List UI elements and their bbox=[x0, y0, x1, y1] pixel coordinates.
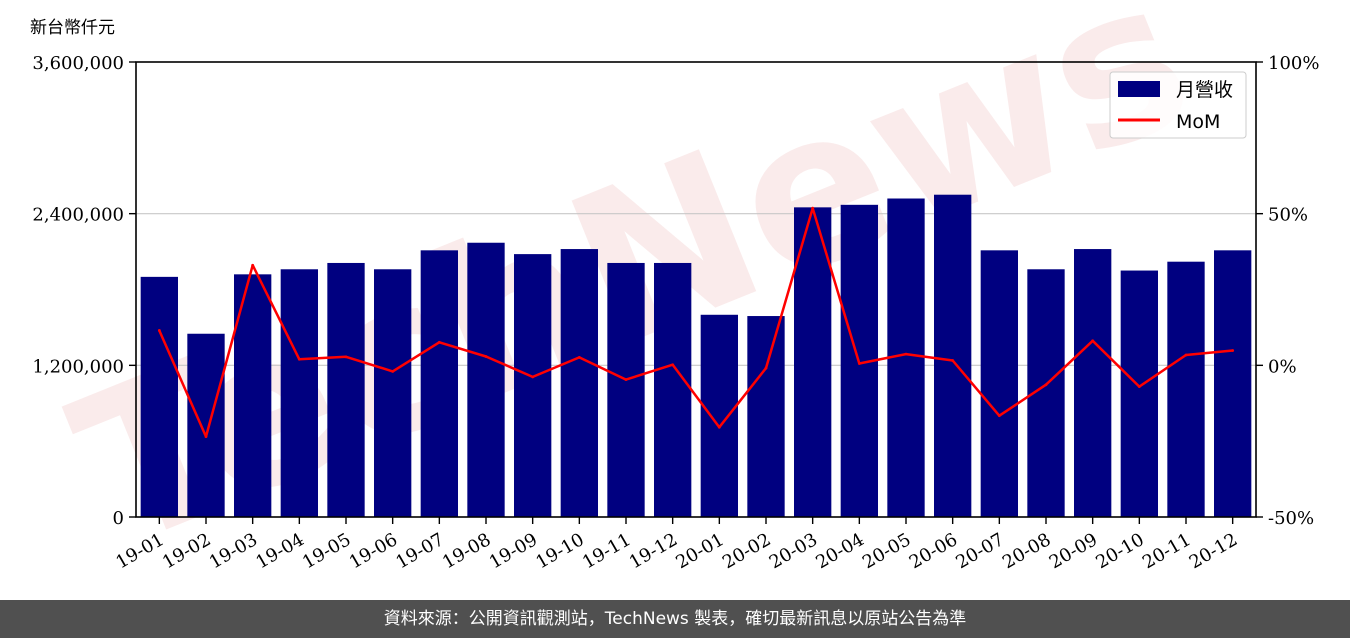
legend-label-mom: MoM bbox=[1176, 111, 1220, 133]
mom-point bbox=[904, 352, 908, 356]
x-tick-label: 20-10 bbox=[1092, 529, 1147, 573]
x-tick-label: 20-09 bbox=[1046, 529, 1101, 573]
bar bbox=[374, 269, 412, 517]
mom-point bbox=[1044, 383, 1048, 387]
bar bbox=[1120, 270, 1158, 517]
right-tick-label: 0% bbox=[1268, 356, 1297, 377]
bar bbox=[607, 262, 645, 517]
mom-line-series bbox=[157, 206, 1235, 439]
left-tick-label: 1,200,000 bbox=[32, 356, 124, 377]
mom-point bbox=[344, 355, 348, 359]
mom-point bbox=[157, 329, 161, 332]
left-axis-ticks: 0 1,200,000 2,400,000 3,600,000 bbox=[32, 53, 136, 529]
mom-point bbox=[251, 263, 255, 267]
bar bbox=[140, 276, 178, 517]
left-tick-label: 3,600,000 bbox=[32, 53, 124, 74]
bar bbox=[327, 262, 365, 517]
mom-point bbox=[577, 356, 581, 359]
legend-label-revenue: 月營收 bbox=[1176, 79, 1233, 101]
bar bbox=[1167, 261, 1205, 517]
mom-point bbox=[811, 206, 815, 210]
legend: 月營收 MoM bbox=[1109, 71, 1247, 139]
footer-source: 資料來源：公開資訊觀測站，TechNews 製表，確切最新訊息以原站公告為準 bbox=[0, 600, 1350, 638]
mom-point bbox=[1137, 385, 1141, 388]
x-tick-label: 19-08 bbox=[439, 529, 494, 573]
x-tick-label: 20-06 bbox=[906, 529, 961, 573]
x-tick-label: 19-07 bbox=[392, 529, 447, 573]
mom-point bbox=[997, 414, 1001, 418]
axes bbox=[135, 61, 1257, 518]
left-tick-label: 2,400,000 bbox=[32, 205, 124, 226]
plot-frame bbox=[135, 61, 1257, 518]
bar bbox=[1074, 249, 1112, 518]
bar bbox=[654, 262, 692, 517]
right-axis-ticks: -50% 0% 50% 100% bbox=[1256, 53, 1319, 529]
x-tick-label: 19-05 bbox=[299, 529, 354, 573]
x-tick-label: 19-10 bbox=[532, 529, 587, 573]
right-tick-label: 50% bbox=[1268, 205, 1308, 226]
x-tick-label: 20-07 bbox=[952, 529, 1007, 573]
y-axis-unit-label: 新台幣仟元 bbox=[30, 18, 115, 38]
bar bbox=[700, 314, 738, 517]
bar bbox=[280, 269, 318, 517]
x-tick-label: 20-11 bbox=[1139, 529, 1194, 573]
mom-point bbox=[764, 366, 768, 370]
mom-point bbox=[857, 362, 861, 365]
mom-point bbox=[391, 370, 395, 373]
x-tick-label: 20-04 bbox=[812, 529, 867, 573]
chart: 新台幣仟元 TechNews 01,200,0002,400,0003,600,… bbox=[30, 0, 1319, 595]
mom-point bbox=[297, 357, 301, 361]
x-tick-label: 20-05 bbox=[859, 529, 914, 573]
bar bbox=[560, 249, 598, 518]
bar bbox=[514, 254, 552, 517]
bar bbox=[1214, 250, 1252, 517]
left-tick-label: 0 bbox=[113, 508, 124, 529]
mom-line bbox=[158, 206, 1233, 438]
x-tick-label: 20-02 bbox=[719, 529, 774, 573]
right-tick-label: 100% bbox=[1268, 53, 1319, 74]
mom-point bbox=[671, 363, 675, 367]
mom-point bbox=[1231, 349, 1235, 352]
bar bbox=[794, 207, 832, 517]
mom-point bbox=[717, 425, 721, 429]
gridlines bbox=[136, 213, 1256, 366]
right-tick-label: -50% bbox=[1268, 508, 1314, 529]
mom-point bbox=[437, 340, 441, 344]
x-tick-label: 19-06 bbox=[346, 529, 401, 573]
x-tick-label: 20-03 bbox=[766, 529, 821, 573]
x-tick-label: 19-11 bbox=[579, 529, 634, 573]
mom-point bbox=[531, 375, 535, 379]
bar bbox=[747, 316, 785, 517]
bar bbox=[420, 250, 458, 517]
bar bbox=[187, 333, 225, 517]
mom-point bbox=[1184, 353, 1188, 357]
bar bbox=[467, 242, 505, 517]
mom-point bbox=[1091, 339, 1095, 343]
mom-point bbox=[204, 435, 208, 439]
x-tick-label: 19-12 bbox=[626, 529, 681, 573]
mom-point bbox=[624, 378, 628, 381]
x-tick-label: 19-09 bbox=[486, 529, 541, 573]
bar bbox=[980, 250, 1018, 517]
x-tick-label: 20-08 bbox=[999, 529, 1054, 573]
x-tick-label: 20-12 bbox=[1186, 529, 1241, 573]
x-tick-label: 20-01 bbox=[672, 529, 727, 573]
mom-point bbox=[484, 355, 488, 358]
legend-bar-swatch bbox=[1118, 81, 1160, 97]
mom-point bbox=[951, 359, 955, 362]
bar bbox=[934, 194, 972, 518]
